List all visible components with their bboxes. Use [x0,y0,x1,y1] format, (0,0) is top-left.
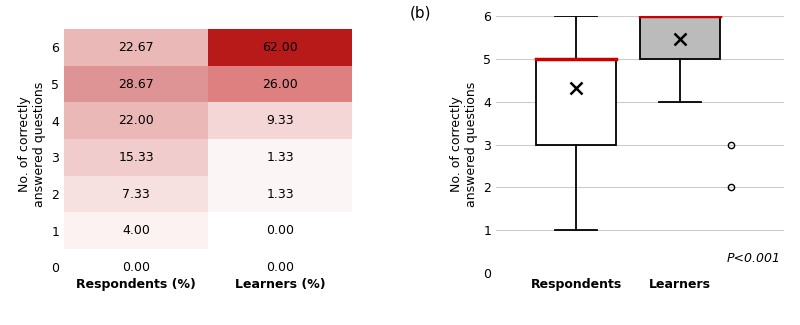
Y-axis label: No. of correctly
answered questions: No. of correctly answered questions [450,82,478,207]
Bar [64,29,208,66]
Bar [64,139,208,176]
Text: 28.67: 28.67 [118,78,154,91]
Text: 4.00: 4.00 [122,224,150,237]
Bar [64,176,208,213]
Bar [208,213,352,249]
Text: 0.00: 0.00 [266,224,294,237]
Text: 26.00: 26.00 [262,78,298,91]
Bar [64,213,208,249]
Bar [208,29,352,66]
Bar [64,66,208,102]
Text: 0.00: 0.00 [122,261,150,274]
Bar [536,59,616,145]
Text: 22.67: 22.67 [118,41,154,54]
Bar [208,66,352,102]
Text: (b): (b) [410,6,431,21]
Text: 1.33: 1.33 [266,188,294,201]
Bar [208,102,352,139]
Bar [640,16,720,59]
Text: 7.33: 7.33 [122,188,150,201]
Text: P<0.001: P<0.001 [727,252,781,265]
Bar [64,102,208,139]
Text: 9.33: 9.33 [266,114,294,127]
Bar [208,176,352,213]
Bar [208,139,352,176]
Text: 22.00: 22.00 [118,114,154,127]
Text: 0.00: 0.00 [266,261,294,274]
Text: 1.33: 1.33 [266,151,294,164]
Text: 15.33: 15.33 [118,151,154,164]
Text: 62.00: 62.00 [262,41,298,54]
Y-axis label: No. of correctly
answered questions: No. of correctly answered questions [18,82,46,207]
